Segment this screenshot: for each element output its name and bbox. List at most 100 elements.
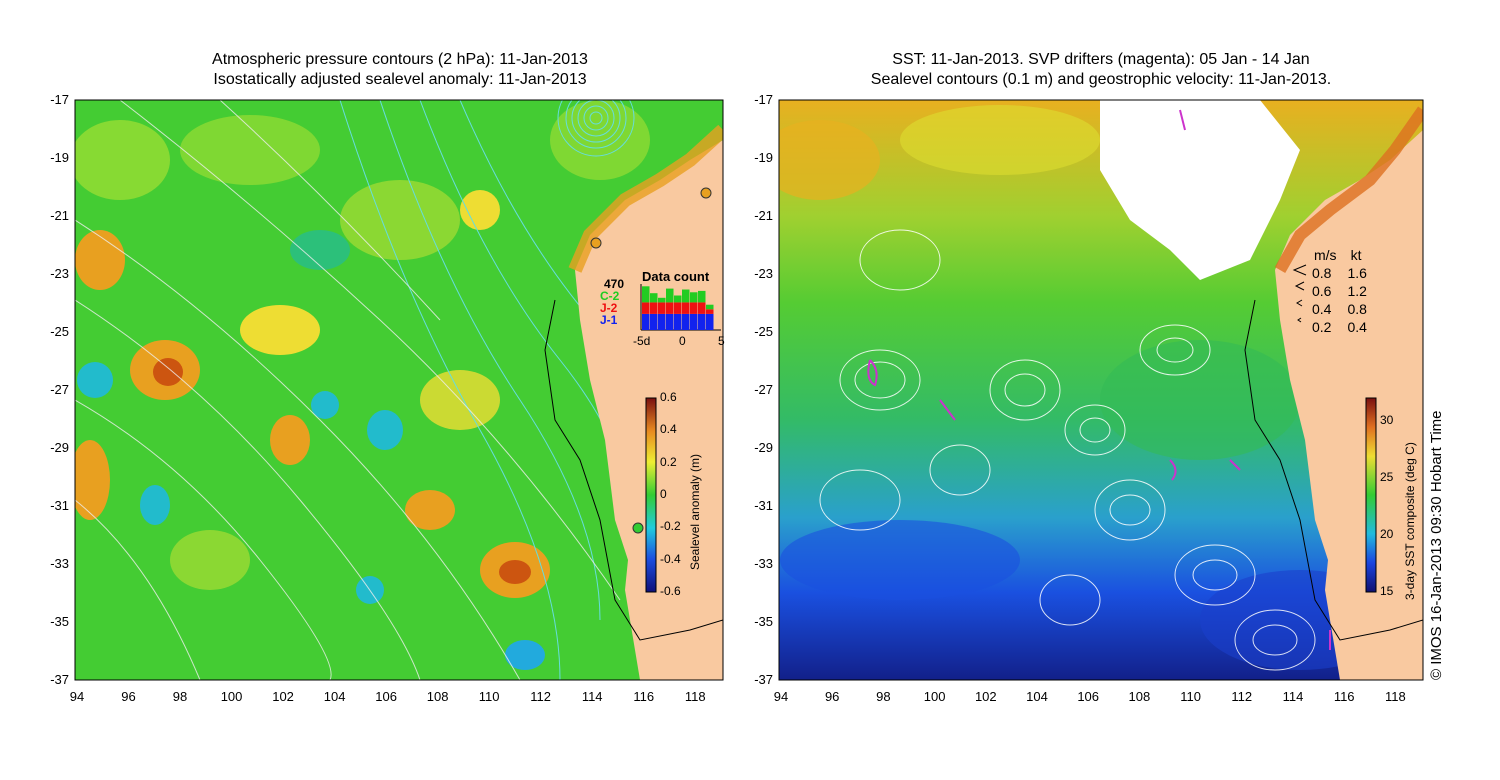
left-title-line2: Isostatically adjusted sealevel anomaly:…: [213, 71, 587, 88]
right-x-tick: 108: [1128, 689, 1151, 704]
sla-ticks-tick: 0: [660, 487, 667, 501]
data-count-bar-j2: [682, 302, 690, 314]
data-count-bar-j2: [674, 302, 682, 314]
right-x-tick: 116: [1333, 689, 1355, 704]
velocity-legend-kt: 0.4: [1347, 319, 1367, 335]
left-x-tick: 116: [633, 689, 655, 704]
left-x-tick: 106: [375, 689, 397, 704]
data-count-bar-c2: [706, 304, 714, 310]
data-count-x-tick: -5d: [633, 334, 651, 348]
data-count-bar-c2: [650, 293, 658, 303]
data-count-bar-j1: [682, 313, 690, 330]
right-x-tick: 96: [824, 689, 840, 704]
velocity-legend-ms-header: m/s: [1314, 247, 1337, 263]
velocity-legend-row: 0.4 0.8: [1312, 300, 1367, 318]
data-count-bar-c2: [666, 288, 674, 303]
sst-field: [779, 100, 1423, 680]
velocity-legend-kt: 1.6: [1347, 265, 1367, 281]
data-count-bar-j1: [642, 313, 650, 330]
data-count-bar-c2: [690, 292, 698, 303]
sst-colorbar-label: 3-day SST composite (deg C): [1403, 442, 1417, 600]
right-y-tick: -37: [754, 672, 773, 687]
velocity-legend-kt: 1.2: [1347, 283, 1367, 299]
data-count-bar-c2: [682, 289, 690, 303]
data-count-bar-j2: [666, 302, 674, 314]
velocity-legend-row: 0.2 0.4: [1312, 318, 1367, 336]
data-count-bar-j2: [658, 302, 666, 314]
right-y-tick: -23: [754, 266, 773, 281]
sla-colorbar: [645, 397, 657, 593]
right-y-tick: -31: [754, 498, 773, 513]
sla-ticks-tick: 0.4: [660, 422, 677, 437]
right-x-tick: 100: [923, 689, 946, 704]
sla-ticks-tick: -0.4: [660, 551, 681, 566]
left-y-tick: -33: [50, 556, 69, 571]
velocity-legend-ms: 0.6: [1312, 283, 1332, 299]
velocity-legend-kt: 0.8: [1347, 301, 1367, 317]
left-y-tick: -23: [50, 266, 69, 281]
left-y-tick: -31: [50, 498, 69, 513]
sst-ticks-tick: 20: [1380, 526, 1394, 541]
data-count-bar-j1: [674, 313, 682, 330]
left-x-tick: 118: [684, 689, 706, 704]
data-count-legend-j-2: J-2: [600, 301, 618, 315]
right-x-tick: 104: [1026, 689, 1048, 704]
velocity-legend-ms: 0.2: [1312, 319, 1332, 335]
left-x-tick: 102: [272, 689, 294, 704]
data-count-bar-j1: [698, 313, 706, 330]
right-y-tick: -21: [754, 208, 773, 223]
velocity-legend-arrows: [1292, 264, 1307, 323]
data-count-title: Data count: [642, 269, 710, 284]
data-count-bar-j1: [666, 313, 674, 330]
data-count-bar-j2: [642, 302, 650, 314]
right-title-line2: Sealevel contours (0.1 m) and geostrophi…: [870, 71, 1332, 88]
left-title: Atmospheric pressure contours (2 hPa): 1…: [75, 50, 725, 90]
left-y-tick: -21: [50, 208, 69, 223]
data-count-bar-c2: [698, 290, 706, 303]
velocity-legend-row: 0.6 1.2: [1312, 282, 1367, 300]
left-x-tick: 104: [323, 689, 346, 704]
left-y-tick: -37: [50, 672, 69, 687]
velocity-legend-kt-header: kt: [1350, 247, 1362, 263]
data-count-bar-j2: [706, 309, 714, 314]
sla-field: [75, 100, 723, 680]
sla-ticks-tick: -0.2: [660, 519, 681, 534]
right-y-tick: -19: [754, 150, 773, 165]
right-x-tick: 94: [773, 689, 789, 704]
australia-land-right: [1275, 100, 1423, 680]
left-title-line1: Atmospheric pressure contours (2 hPa): 1…: [212, 51, 588, 68]
left-y-tick: -27: [50, 382, 69, 397]
left-x-tick: 96: [121, 689, 136, 704]
sla-ticks-tick: 0.2: [660, 454, 677, 469]
left-y-tick: -17: [50, 92, 69, 107]
australia-land-left: [575, 100, 723, 680]
sla-ticks-tick: 0.6: [660, 390, 677, 404]
data-count-bar-j2: [690, 302, 698, 314]
sla-colorbar-label: Sealevel anomaly (m): [688, 453, 702, 570]
data-count-bar-c2: [642, 286, 650, 303]
data-count-bars: [642, 286, 714, 330]
data-count-bar-c2: [658, 297, 666, 303]
data-count-x-tick: 0: [679, 334, 686, 348]
right-x-tick: 112: [1231, 689, 1253, 704]
left-x-tick: 108: [426, 689, 449, 704]
right-x-tick: 102: [974, 689, 997, 704]
data-count-bar-c2: [674, 295, 682, 303]
right-x-tick: 106: [1077, 689, 1100, 704]
data-count-x-tick: 5: [718, 334, 725, 348]
data-count-legend-c-2: C-2: [600, 289, 620, 303]
data-count-bar-j2: [650, 302, 658, 314]
left-x-tick: 98: [172, 689, 188, 704]
right-x-tick: 98: [876, 689, 891, 704]
velocity-legend-row: 0.8 1.6: [1312, 264, 1367, 282]
left-x-tick: 110: [478, 689, 500, 704]
right-y-tick: -17: [754, 92, 773, 107]
data-count-bar-j1: [690, 313, 698, 330]
data-count-bar-j1: [706, 313, 714, 330]
sst-colorbar: [1365, 397, 1377, 593]
right-title-line1: SST: 11-Jan-2013. SVP drifters (magenta)…: [892, 51, 1310, 68]
right-title: SST: 11-Jan-2013. SVP drifters (magenta)…: [779, 50, 1423, 90]
velocity-legend-ms: 0.8: [1312, 265, 1332, 281]
imos-credit: © IMOS 16-Jan-2013 09:30 Hobart Time: [1428, 410, 1445, 680]
velocity-legend-ms: 0.4: [1312, 301, 1332, 317]
